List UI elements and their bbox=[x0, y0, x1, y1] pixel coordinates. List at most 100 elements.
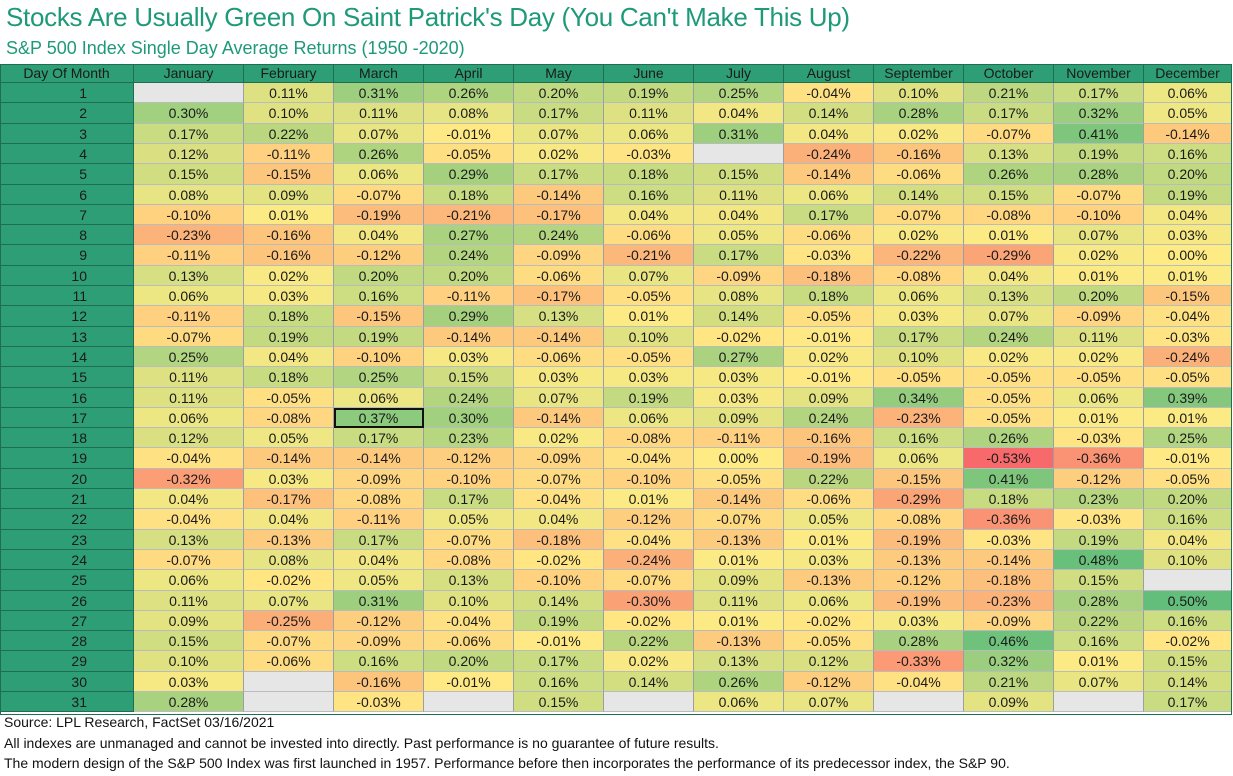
heatmap-cell: 0.16% bbox=[874, 428, 964, 448]
heatmap-cell: -0.12% bbox=[604, 509, 694, 530]
heatmap-cell: 0.31% bbox=[334, 591, 424, 611]
heatmap-cell: -0.09% bbox=[334, 469, 424, 489]
heatmap-cell: 0.16% bbox=[1054, 631, 1144, 651]
heatmap-cell: 0.28% bbox=[1054, 591, 1144, 611]
heatmap-cell: 0.06% bbox=[134, 408, 244, 428]
heatmap-cell: -0.02% bbox=[1144, 631, 1232, 651]
heatmap-cell: -0.07% bbox=[514, 469, 604, 489]
heatmap-cell: -0.08% bbox=[604, 428, 694, 448]
heatmap-cell: 0.03% bbox=[424, 347, 514, 367]
heatmap-cell: 0.24% bbox=[514, 225, 604, 245]
heatmap-cell: 0.07% bbox=[964, 306, 1054, 327]
heatmap-cell: 0.28% bbox=[874, 103, 964, 124]
heatmap-cell: 0.32% bbox=[1054, 103, 1144, 124]
column-header-may: May bbox=[514, 64, 604, 83]
heatmap-cell: -0.09% bbox=[694, 266, 784, 286]
row-label-day: 5 bbox=[0, 164, 134, 185]
heatmap-cell: -0.05% bbox=[244, 388, 334, 408]
heatmap-cell: -0.03% bbox=[784, 245, 874, 266]
row-label-day: 13 bbox=[0, 327, 134, 347]
heatmap-cell: 0.15% bbox=[1144, 651, 1232, 672]
row-label-day: 4 bbox=[0, 144, 134, 164]
heatmap-cell: 0.10% bbox=[874, 83, 964, 103]
heatmap-cell: 0.19% bbox=[244, 327, 334, 347]
heatmap-cell: -0.05% bbox=[1144, 367, 1232, 388]
heatmap-cell: 0.13% bbox=[964, 286, 1054, 306]
column-header-february: February bbox=[244, 64, 334, 83]
heatmap-cell: -0.07% bbox=[694, 509, 784, 530]
heatmap-cell: -0.08% bbox=[874, 509, 964, 530]
row-label-day: 14 bbox=[0, 347, 134, 367]
heatmap-cell bbox=[1144, 570, 1232, 591]
heatmap-cell: -0.14% bbox=[514, 185, 604, 205]
heatmap-cell: 0.09% bbox=[964, 692, 1054, 712]
row-label-day: 27 bbox=[0, 611, 134, 631]
heatmap-cell: 0.15% bbox=[514, 692, 604, 712]
heatmap-cell: 0.17% bbox=[334, 530, 424, 550]
heatmap-cell: -0.05% bbox=[604, 347, 694, 367]
row-label-day: 16 bbox=[0, 388, 134, 408]
heatmap-cell: 0.21% bbox=[964, 83, 1054, 103]
heatmap-cell: 0.04% bbox=[244, 347, 334, 367]
heatmap-cell: 0.05% bbox=[784, 509, 874, 530]
heatmap-cell: 0.13% bbox=[514, 306, 604, 327]
heatmap-cell: -0.19% bbox=[334, 205, 424, 225]
heatmap-cell: -0.01% bbox=[784, 327, 874, 347]
heatmap-cell: 0.05% bbox=[1144, 103, 1232, 124]
heatmap-cell: -0.24% bbox=[784, 144, 874, 164]
heatmap-cell: -0.03% bbox=[334, 692, 424, 712]
heatmap-cell: -0.04% bbox=[134, 448, 244, 469]
heatmap-cell: 0.11% bbox=[134, 591, 244, 611]
row-label-day: 15 bbox=[0, 367, 134, 388]
heatmap-cell: 0.16% bbox=[604, 185, 694, 205]
heatmap-cell: -0.29% bbox=[964, 245, 1054, 266]
heatmap-cell: 0.09% bbox=[244, 185, 334, 205]
heatmap-cell: 0.25% bbox=[134, 347, 244, 367]
heatmap-cell: 0.06% bbox=[874, 448, 964, 469]
heatmap-cell: -0.29% bbox=[874, 489, 964, 509]
heatmap-cell: -0.21% bbox=[424, 205, 514, 225]
row-label-day: 11 bbox=[0, 286, 134, 306]
row-label-day: 17 bbox=[0, 408, 134, 428]
heatmap-cell: -0.18% bbox=[784, 266, 874, 286]
heatmap-cell: 0.03% bbox=[514, 367, 604, 388]
heatmap-cell: 0.17% bbox=[694, 245, 784, 266]
heatmap-cell: 0.06% bbox=[694, 692, 784, 712]
heatmap-cell: -0.19% bbox=[874, 591, 964, 611]
heatmap-cell: 0.11% bbox=[134, 367, 244, 388]
heatmap-cell: 0.26% bbox=[964, 428, 1054, 448]
source-note: Source: LPL Research, FactSet 03/16/2021 bbox=[4, 714, 275, 730]
heatmap-cell: -0.12% bbox=[784, 672, 874, 692]
heatmap-cell: -0.24% bbox=[1144, 347, 1232, 367]
heatmap-cell: 0.06% bbox=[1054, 388, 1144, 408]
heatmap-cell: 0.15% bbox=[1054, 570, 1144, 591]
heatmap-cell: 0.04% bbox=[134, 489, 244, 509]
heatmap-cell: 0.26% bbox=[424, 83, 514, 103]
heatmap-cell: 0.04% bbox=[334, 225, 424, 245]
heatmap-cell: -0.05% bbox=[604, 286, 694, 306]
heatmap-cell: 0.14% bbox=[514, 591, 604, 611]
heatmap-cell: -0.09% bbox=[964, 611, 1054, 631]
heatmap-cell: 0.01% bbox=[1144, 266, 1232, 286]
heatmap-cell: 0.14% bbox=[1144, 672, 1232, 692]
heatmap-cell: -0.17% bbox=[244, 489, 334, 509]
heatmap-cell: 0.07% bbox=[514, 388, 604, 408]
heatmap-cell: 0.02% bbox=[604, 651, 694, 672]
heatmap-cell: 0.20% bbox=[1144, 489, 1232, 509]
heatmap-cell: 0.06% bbox=[604, 124, 694, 144]
heatmap-cell: 0.03% bbox=[874, 306, 964, 327]
heatmap-cell: 0.04% bbox=[1144, 530, 1232, 550]
heatmap-cell: -0.10% bbox=[604, 469, 694, 489]
heatmap-cell: -0.01% bbox=[424, 124, 514, 144]
heatmap-cell: 0.03% bbox=[244, 469, 334, 489]
heatmap-cell: -0.32% bbox=[134, 469, 244, 489]
heatmap-cell: 0.01% bbox=[1054, 266, 1144, 286]
heatmap-cell: -0.07% bbox=[1054, 185, 1144, 205]
heatmap-cell: 0.16% bbox=[334, 286, 424, 306]
heatmap-cell: 0.01% bbox=[1144, 408, 1232, 428]
heatmap-cell: -0.12% bbox=[424, 448, 514, 469]
heatmap-cell: 0.31% bbox=[694, 124, 784, 144]
heatmap-cell: 0.13% bbox=[694, 651, 784, 672]
heatmap-cell: 0.04% bbox=[694, 205, 784, 225]
